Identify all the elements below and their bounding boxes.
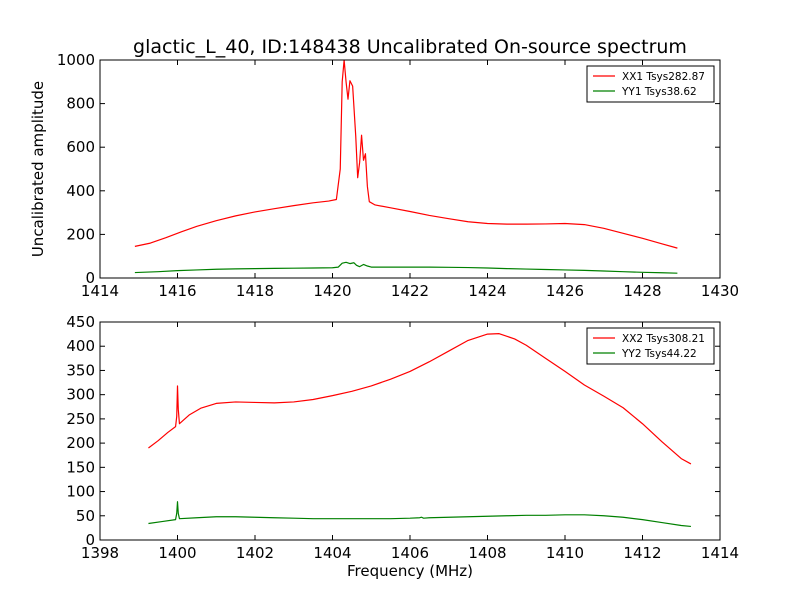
legend: XX2 Tsys308.21 YY2 Tsys44.22 <box>586 327 715 365</box>
legend-entry: YY1 Tsys38.62 <box>621 86 697 98</box>
y-tick-label: 250 <box>66 410 95 428</box>
y-tick-label: 400 <box>66 182 95 200</box>
y-tick-label: 350 <box>66 361 95 379</box>
x-tick-label: 1404 <box>313 544 351 562</box>
series-line-2-2 <box>148 501 691 528</box>
x-tick-label: 1408 <box>468 544 506 562</box>
x-tick-label: 1410 <box>546 544 584 562</box>
series-line-2-1 <box>148 333 692 465</box>
series-line-1-1 <box>134 60 678 249</box>
x-tick-label: 1402 <box>236 544 274 562</box>
legend-entry: XX1 Tsys282.87 <box>622 71 705 83</box>
y-tick-label: 600 <box>66 138 95 156</box>
chart-title: glactic_L_40, ID:148438 Uncalibrated On-… <box>133 36 687 58</box>
x-tick-label: 1414 <box>701 544 739 562</box>
legend-entry: XX2 Tsys308.21 <box>622 333 705 345</box>
series-line-1-2 <box>134 261 678 274</box>
y-tick-label: 0 <box>85 269 95 287</box>
y-tick-label: 450 <box>66 313 95 331</box>
x-tick-label: 1416 <box>158 282 196 300</box>
x-tick-label: 1422 <box>391 282 429 300</box>
legend-box <box>586 65 715 103</box>
y-axis-label: Uncalibrated amplitude <box>29 81 47 257</box>
x-tick-label: 1424 <box>468 282 506 300</box>
x-tick-label: 1430 <box>701 282 739 300</box>
x-tick-label: 1400 <box>158 544 196 562</box>
panel-2: 1398 1400 1402 1404 1406 1408 1410 1412 1414 0 50 1… <box>66 313 739 580</box>
y-tick-label: 200 <box>66 434 95 452</box>
x-tick-label: 1414 <box>81 282 119 300</box>
y-tick-label: 50 <box>76 507 95 525</box>
x-tick-label: 1428 <box>623 282 661 300</box>
x-tick-label: 1426 <box>546 282 584 300</box>
x-tick-label: 1420 <box>313 282 351 300</box>
x-tick-label: 1398 <box>81 544 119 562</box>
x-tick-label: 1412 <box>623 544 661 562</box>
y-tick-label: 800 <box>66 95 95 113</box>
legend-entry: YY2 Tsys44.22 <box>621 348 697 360</box>
legend-box <box>586 327 715 365</box>
y-tick-label: 300 <box>66 386 95 404</box>
y-tick-label: 400 <box>66 337 95 355</box>
y-tick-label: 200 <box>66 225 95 243</box>
legend: XX1 Tsys282.87 YY1 Tsys38.62 <box>586 65 715 103</box>
y-tick-label: 100 <box>66 483 95 501</box>
y-tick-label: 150 <box>66 458 95 476</box>
x-tick-label: 1406 <box>391 544 429 562</box>
panel-1: 1414 1416 1418 1420 1422 1424 1426 1428 1430 0 200… <box>29 36 739 300</box>
y-tick-label: 1000 <box>57 51 95 69</box>
y-tick-label: 0 <box>85 531 95 549</box>
x-axis-label: Frequency (MHz) <box>347 562 473 580</box>
x-tick-label: 1418 <box>236 282 274 300</box>
